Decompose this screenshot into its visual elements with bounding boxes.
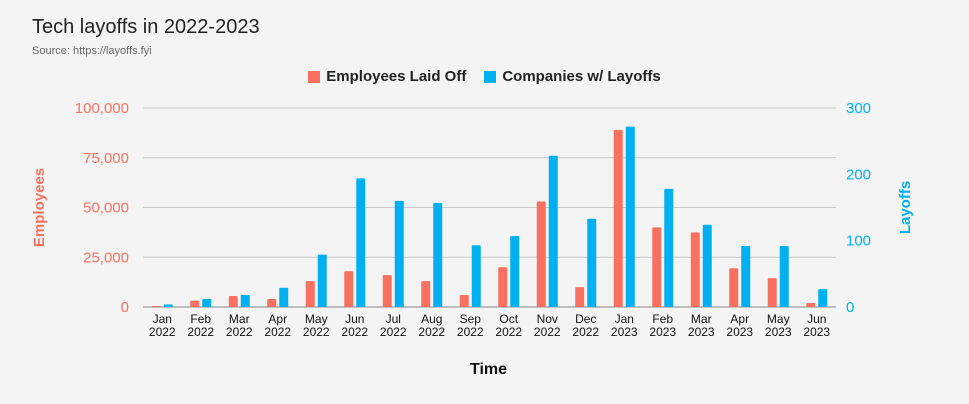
legend-swatch-companies <box>484 70 497 83</box>
legend-label-companies: Companies w/ Layoffs <box>502 68 661 85</box>
x-tick-label-month: Mar <box>691 312 712 326</box>
x-tick-label-month: Jun <box>345 312 364 326</box>
y-tick-label-left: 25,000 <box>83 249 129 266</box>
x-tick-label-year: 2022 <box>418 325 445 339</box>
x-tick-label-month: May <box>767 312 790 326</box>
legend-label-employees: Employees Laid Off <box>326 68 467 85</box>
x-tick-label-year: 2022 <box>380 325 407 339</box>
bar-companies <box>625 126 635 307</box>
x-tick-label-month: Feb <box>190 312 211 326</box>
bar-employees <box>190 300 200 307</box>
bar-companies <box>433 202 443 307</box>
bar-companies <box>702 224 712 307</box>
x-tick-label-year: 2022 <box>572 325 599 339</box>
y-tick-label-right: 100 <box>846 233 871 250</box>
y-axis-title-left: Employees <box>31 168 48 247</box>
x-tick-label-month: Mar <box>229 312 250 326</box>
bar-employees <box>267 299 277 307</box>
x-tick-label-year: 2022 <box>534 325 561 339</box>
bar-employees <box>305 281 315 307</box>
x-tick-label-year: 2023 <box>688 325 715 339</box>
bar-employees <box>690 232 700 307</box>
y-tick-label-left: 100,000 <box>75 100 129 117</box>
x-tick-label-year: 2023 <box>765 325 792 339</box>
x-tick-label-month: Dec <box>575 312 596 326</box>
y-tick-label-right: 300 <box>846 100 871 117</box>
bar-employees <box>459 295 469 307</box>
bar-companies <box>510 236 520 307</box>
x-tick-label-month: Oct <box>499 312 518 326</box>
bar-companies <box>664 188 674 307</box>
x-tick-label-month: May <box>305 312 328 326</box>
bar-companies <box>471 245 481 307</box>
bar-employees <box>575 287 585 307</box>
x-tick-label-year: 2023 <box>649 325 676 339</box>
bar-companies <box>356 178 366 307</box>
bar-companies <box>779 245 789 307</box>
bar-employees <box>344 271 354 307</box>
x-tick-label-year: 2022 <box>341 325 368 339</box>
y-tick-label-right: 0 <box>846 299 854 316</box>
x-tick-label-month: Nov <box>537 312 558 326</box>
x-tick-label-year: 2022 <box>495 325 522 339</box>
bar-companies <box>394 200 404 307</box>
bar-companies <box>818 289 828 307</box>
bar-companies <box>587 218 597 307</box>
x-tick-label-year: 2023 <box>611 325 638 339</box>
x-tick-label-year: 2022 <box>226 325 253 339</box>
chart-legend: Employees Laid Off Companies w/ Layoffs <box>0 68 969 85</box>
y-tick-label-left: 50,000 <box>83 200 129 217</box>
bar-employees <box>613 129 623 307</box>
bar-employees <box>382 275 392 307</box>
x-tick-label-month: Jan <box>615 312 634 326</box>
y-axis-title-right: Layoffs <box>897 181 914 234</box>
bar-employees <box>729 268 739 307</box>
x-tick-label-year: 2022 <box>187 325 214 339</box>
bar-employees <box>806 303 816 307</box>
x-tick-label-month: Jun <box>807 312 826 326</box>
bar-companies <box>163 304 173 307</box>
x-axis-title: Time <box>470 361 507 378</box>
bar-employees <box>498 267 508 307</box>
x-tick-label-month: Aug <box>421 312 442 326</box>
bar-companies <box>317 254 327 307</box>
x-tick-label-year: 2022 <box>149 325 176 339</box>
bar-employees <box>151 306 161 307</box>
x-tick-label-month: Jul <box>386 312 401 326</box>
y-tick-label-right: 200 <box>846 166 871 183</box>
x-tick-label-year: 2022 <box>264 325 291 339</box>
legend-swatch-employees <box>308 70 321 83</box>
y-tick-label-left: 75,000 <box>83 150 129 167</box>
x-tick-label-year: 2023 <box>726 325 753 339</box>
bar-companies <box>240 295 250 307</box>
bar-companies <box>279 287 289 307</box>
bar-companies <box>741 245 751 307</box>
legend-item-companies[interactable]: Companies w/ Layoffs <box>484 68 661 85</box>
bar-employees <box>421 281 431 307</box>
bar-employees <box>228 296 238 307</box>
x-tick-label-month: Apr <box>268 312 287 326</box>
x-tick-label-year: 2022 <box>303 325 330 339</box>
chart-title: Tech layoffs in 2022-2023 <box>32 16 260 38</box>
bar-employees <box>652 227 662 307</box>
x-tick-label-month: Feb <box>652 312 673 326</box>
x-tick-label-year: 2023 <box>803 325 830 339</box>
bar-employees <box>536 201 546 307</box>
x-tick-label-year: 2022 <box>457 325 484 339</box>
legend-item-employees[interactable]: Employees Laid Off <box>308 68 466 85</box>
y-tick-label-left: 0 <box>121 299 129 316</box>
bar-companies <box>202 299 212 307</box>
x-tick-label-month: Sep <box>460 312 482 326</box>
x-tick-label-month: Jan <box>153 312 172 326</box>
bar-companies <box>548 155 558 307</box>
chart-subtitle: Source: https://layoffs.fyi <box>32 45 152 57</box>
bar-employees <box>767 278 777 307</box>
x-tick-label-month: Apr <box>730 312 749 326</box>
